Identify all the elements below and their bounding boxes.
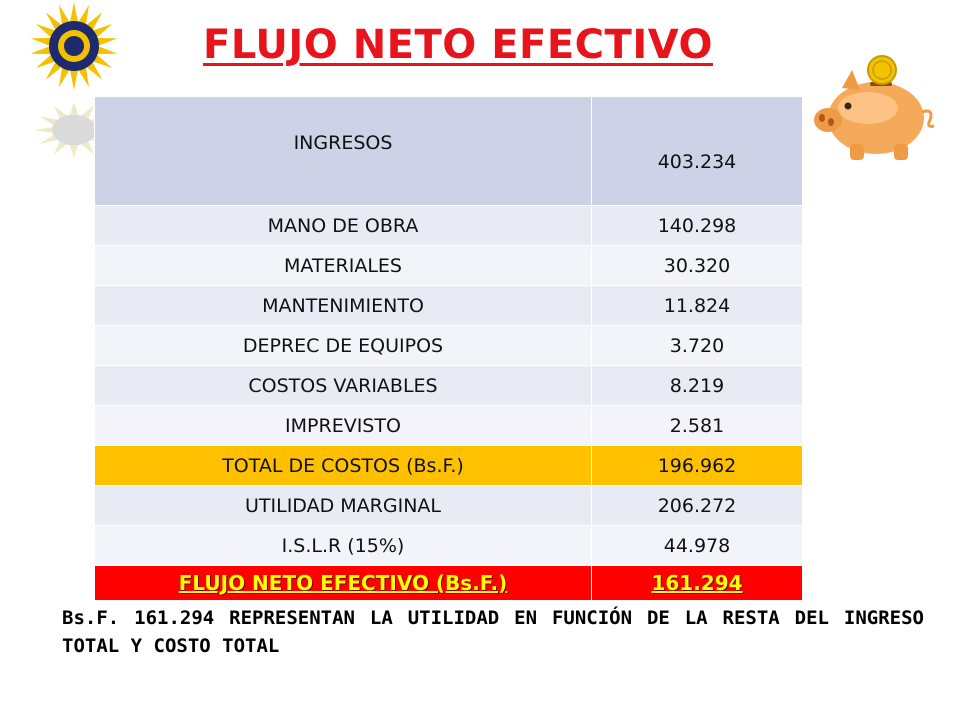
row-value: 140.298 <box>591 205 803 246</box>
row-label: UTILIDAD MARGINAL <box>94 485 592 526</box>
row-label: I.S.L.R (15%) <box>94 525 592 566</box>
table-row: MANTENIMIENTO 11.824 <box>94 285 803 326</box>
total-value: 196.962 <box>591 445 803 486</box>
table-row: UTILIDAD MARGINAL 206.272 <box>94 485 803 526</box>
table-row: COSTOS VARIABLES 8.219 <box>94 365 803 406</box>
table-row: MANO DE OBRA 140.298 <box>94 205 803 246</box>
total-costs-row: TOTAL DE COSTOS (Bs.F.) 196.962 <box>94 445 803 486</box>
row-value: 8.219 <box>591 365 803 406</box>
header-value: 403.234 <box>591 96 803 206</box>
page-title: FLUJO NETO EFECTIVO <box>203 22 713 68</box>
row-label: DEPREC DE EQUIPOS <box>94 325 592 366</box>
sun-logo-icon <box>30 2 118 158</box>
final-flow-row: FLUJO NETO EFECTIVO (Bs.F.) 161.294 <box>94 565 803 601</box>
final-value: 161.294 <box>651 571 743 595</box>
final-label: FLUJO NETO EFECTIVO (Bs.F.) <box>178 571 508 595</box>
row-label: COSTOS VARIABLES <box>94 365 592 406</box>
row-value: 2.581 <box>591 405 803 446</box>
row-label: IMPREVISTO <box>94 405 592 446</box>
row-value: 3.720 <box>591 325 803 366</box>
summary-note: Bs.F. 161.294 REPRESENTAN LA UTILIDAD EN… <box>62 607 924 657</box>
row-label: MANTENIMIENTO <box>94 285 592 326</box>
piggy-bank-icon <box>814 55 935 160</box>
header-label: INGRESOS <box>94 96 592 206</box>
total-label: TOTAL DE COSTOS (Bs.F.) <box>94 445 592 486</box>
row-label: MANO DE OBRA <box>94 205 592 246</box>
row-value: 44.978 <box>591 525 803 566</box>
row-value: 206.272 <box>591 485 803 526</box>
table-row: MATERIALES 30.320 <box>94 245 803 286</box>
table-header-row: INGRESOS 403.234 <box>94 96 803 206</box>
table-row: I.S.L.R (15%) 44.978 <box>94 525 803 566</box>
table-row: DEPREC DE EQUIPOS 3.720 <box>94 325 803 366</box>
flujo-table: INGRESOS 403.234 MANO DE OBRA 140.298 MA… <box>94 96 803 601</box>
table-row: IMPREVISTO 2.581 <box>94 405 803 446</box>
row-value: 11.824 <box>591 285 803 326</box>
row-label: MATERIALES <box>94 245 592 286</box>
row-value: 30.320 <box>591 245 803 286</box>
